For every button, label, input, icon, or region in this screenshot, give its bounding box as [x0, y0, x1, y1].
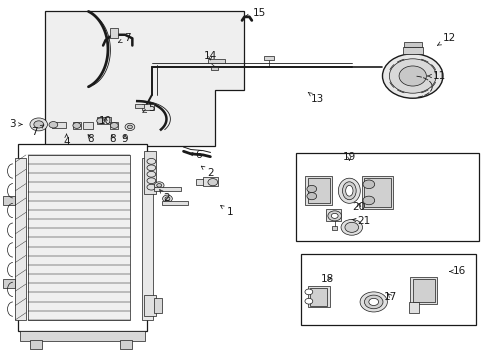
Ellipse shape — [342, 182, 355, 200]
Bar — [20, 330, 144, 341]
Bar — [361, 176, 392, 209]
Bar — [143, 295, 156, 316]
Text: 7: 7 — [118, 33, 130, 43]
Circle shape — [388, 59, 435, 93]
Polygon shape — [44, 12, 244, 146]
Circle shape — [359, 292, 386, 312]
Circle shape — [49, 122, 58, 128]
Bar — [120, 339, 132, 348]
Bar — [331, 226, 336, 230]
Circle shape — [340, 220, 362, 235]
Bar — [154, 298, 161, 313]
Bar — [307, 286, 329, 307]
Text: 10: 10 — [99, 116, 112, 126]
Bar — [412, 279, 434, 302]
Text: 15: 15 — [245, 8, 265, 18]
Text: 13: 13 — [307, 93, 324, 104]
Bar — [52, 122, 65, 128]
Text: 21: 21 — [351, 216, 370, 226]
Text: 16: 16 — [448, 266, 465, 276]
Bar — [211, 67, 218, 69]
Bar — [300, 253, 475, 325]
Circle shape — [382, 54, 442, 98]
Circle shape — [97, 118, 104, 124]
Text: 8: 8 — [109, 134, 116, 144]
Circle shape — [305, 298, 312, 304]
Text: 18: 18 — [320, 274, 333, 284]
Bar — [154, 187, 181, 192]
Text: 7: 7 — [31, 125, 44, 136]
Text: 2: 2 — [201, 166, 213, 178]
Bar — [305, 176, 331, 205]
Text: 20: 20 — [352, 202, 365, 212]
Circle shape — [73, 123, 81, 129]
Circle shape — [125, 123, 135, 131]
Bar — [203, 177, 217, 186]
Bar — [195, 179, 206, 185]
Bar — [404, 42, 421, 47]
Bar — [15, 158, 26, 320]
Bar — [3, 279, 15, 288]
Text: 9: 9 — [122, 134, 128, 144]
Circle shape — [154, 182, 163, 189]
Text: 11: 11 — [427, 71, 445, 81]
Bar — [82, 122, 93, 129]
Circle shape — [362, 196, 374, 205]
Ellipse shape — [338, 178, 360, 203]
Text: 19: 19 — [342, 152, 355, 162]
Text: 8: 8 — [87, 134, 94, 144]
Bar — [363, 178, 390, 207]
Circle shape — [157, 184, 161, 187]
Bar — [161, 201, 188, 205]
Circle shape — [306, 193, 316, 200]
Text: 5: 5 — [142, 103, 155, 113]
Bar — [142, 104, 154, 110]
Bar — [110, 28, 118, 39]
Text: 1: 1 — [220, 206, 233, 217]
Text: 2: 2 — [160, 190, 169, 203]
Text: 12: 12 — [437, 33, 455, 45]
Bar — [402, 47, 423, 54]
Bar — [143, 151, 156, 194]
Text: 14: 14 — [203, 51, 217, 61]
Ellipse shape — [345, 185, 352, 196]
Bar — [408, 302, 418, 313]
Bar — [264, 55, 273, 60]
Circle shape — [30, 118, 47, 131]
Bar — [295, 153, 478, 241]
Circle shape — [327, 211, 341, 221]
Bar — [310, 288, 327, 306]
Circle shape — [362, 180, 374, 189]
Bar — [27, 155, 130, 320]
Circle shape — [207, 179, 217, 186]
Bar — [326, 209, 340, 221]
Text: 4: 4 — [63, 134, 70, 147]
Circle shape — [162, 195, 172, 202]
Bar — [18, 144, 147, 330]
Circle shape — [164, 197, 169, 201]
Bar — [409, 277, 436, 304]
Bar — [3, 196, 15, 205]
Circle shape — [398, 66, 426, 86]
Bar — [142, 158, 153, 320]
Bar — [73, 122, 81, 129]
Circle shape — [306, 185, 316, 193]
Circle shape — [368, 298, 378, 306]
Bar — [135, 104, 143, 108]
Circle shape — [330, 213, 337, 219]
Text: 3: 3 — [10, 120, 22, 129]
Bar — [207, 59, 224, 63]
Circle shape — [344, 222, 358, 232]
Bar — [97, 117, 111, 125]
Bar — [30, 339, 42, 348]
Text: 6: 6 — [189, 150, 201, 160]
Circle shape — [305, 289, 312, 295]
Text: 17: 17 — [384, 292, 397, 302]
Circle shape — [34, 121, 43, 128]
Bar — [110, 122, 118, 129]
Bar — [307, 178, 329, 203]
Circle shape — [127, 125, 132, 129]
Circle shape — [110, 123, 118, 129]
Circle shape — [364, 295, 382, 309]
